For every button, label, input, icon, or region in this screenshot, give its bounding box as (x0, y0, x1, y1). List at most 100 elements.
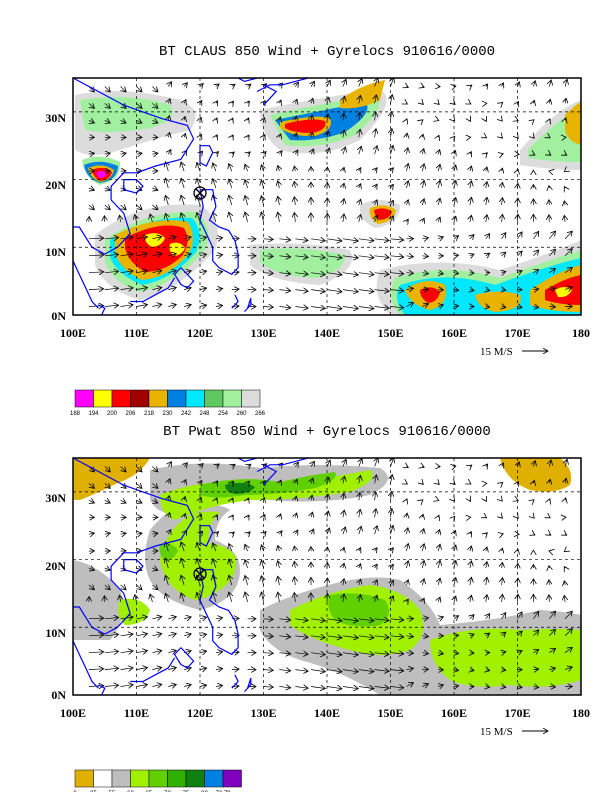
wind-vector (390, 653, 404, 654)
wind-vector (486, 517, 487, 518)
wind-vector (279, 497, 280, 500)
vector-scale-label: 15 M/S (480, 726, 513, 738)
wind-vector (549, 119, 550, 120)
wind-vector (184, 117, 185, 121)
wind-vector (229, 195, 232, 206)
wind-vector (245, 164, 248, 172)
wind-vector (294, 166, 295, 171)
wind-vector (564, 215, 565, 222)
wind-vector (486, 290, 490, 291)
wind-vector (470, 653, 474, 654)
wind-vector (168, 479, 170, 484)
wind-vector (295, 462, 298, 466)
wind-vector (391, 475, 393, 484)
lon-label: 120E (187, 326, 213, 340)
wind-vector (502, 198, 503, 206)
wind-vector (245, 576, 248, 586)
wind-vector (261, 196, 263, 206)
wind-vector (184, 685, 191, 687)
wind-vector (327, 460, 330, 467)
wind-vector (359, 475, 361, 484)
wind-vector (375, 78, 378, 87)
wind-vector (295, 530, 298, 534)
wind-vector (104, 103, 111, 108)
wind-vector (375, 475, 377, 484)
wind-vector (470, 103, 471, 104)
wind-vector (152, 205, 158, 210)
color-legend: 188 194 200 206 218 230 242 248 254 260 266 (70, 389, 266, 417)
wind-vectors (89, 458, 572, 689)
wind-vector (486, 167, 487, 171)
wind-vector (486, 500, 487, 501)
legend-label: 194 (88, 411, 99, 417)
wind-vector (438, 515, 439, 517)
wind-vector (358, 256, 374, 258)
wind-vector (454, 531, 456, 535)
wind-vector (406, 148, 408, 155)
wind-vector (359, 168, 361, 171)
wind-vector (216, 135, 217, 138)
wind-vector (295, 479, 297, 483)
wind-vector (215, 255, 223, 256)
wind-vector (88, 289, 104, 290)
wind-vector (549, 629, 555, 637)
wind-vector (502, 233, 506, 239)
wind-vector (88, 618, 104, 619)
wind-vector (295, 636, 308, 638)
wind-vector (454, 255, 459, 256)
wind-vector (165, 213, 168, 223)
wind-vector (199, 651, 207, 653)
wind-vector (168, 668, 176, 670)
coastline-segment (263, 84, 278, 106)
wind-vector (359, 79, 362, 87)
wind-vector (454, 635, 459, 636)
wind-vector (343, 183, 344, 188)
wind-vector (279, 307, 290, 308)
wind-vector (327, 198, 328, 206)
wind-vector (486, 533, 488, 534)
wind-vector (136, 617, 148, 619)
wind-vector (165, 593, 168, 603)
lon-label: 160E (441, 326, 467, 340)
wind-vector (216, 481, 218, 484)
wind-vector (279, 290, 290, 291)
lat-label: 20N (45, 559, 66, 573)
wind-vector (263, 653, 274, 654)
wind-vector (152, 103, 158, 108)
lat-lon-grid (73, 458, 581, 695)
wind-vector (454, 686, 459, 687)
wind-vector (263, 307, 274, 308)
wind-vector (295, 670, 308, 672)
wind-vector (88, 652, 104, 653)
legend-label: 248 (199, 411, 210, 417)
wind-vector (406, 544, 408, 552)
legend-swatch (167, 389, 187, 408)
wind-vector (184, 617, 191, 619)
wind-vector (168, 254, 176, 256)
wind-vector (295, 116, 296, 120)
coastline-segment (199, 525, 214, 547)
lon-label: 140E (314, 706, 340, 720)
wind-vector (422, 500, 423, 501)
wind-vector (533, 480, 534, 483)
wind-vector (327, 511, 328, 518)
wind-vector (359, 459, 362, 467)
lon-label: 130E (250, 326, 276, 340)
wind-vector (391, 78, 394, 87)
coastline-segment (130, 277, 176, 303)
wind-vector (343, 214, 344, 222)
coastline-segment (231, 674, 239, 689)
wind-vector (294, 561, 295, 569)
wind-vector (168, 99, 170, 104)
wind-vector (390, 636, 404, 637)
wind-vector (454, 616, 459, 619)
gyre-marker (193, 567, 207, 581)
wind-vector (438, 237, 443, 239)
legend-swatch (130, 389, 150, 408)
wind-vector (279, 480, 281, 483)
wind-vector (264, 498, 265, 501)
wind-vector (454, 596, 456, 603)
wind-vector (327, 80, 330, 87)
wind-vector (278, 212, 280, 222)
wind-vector (486, 253, 490, 256)
